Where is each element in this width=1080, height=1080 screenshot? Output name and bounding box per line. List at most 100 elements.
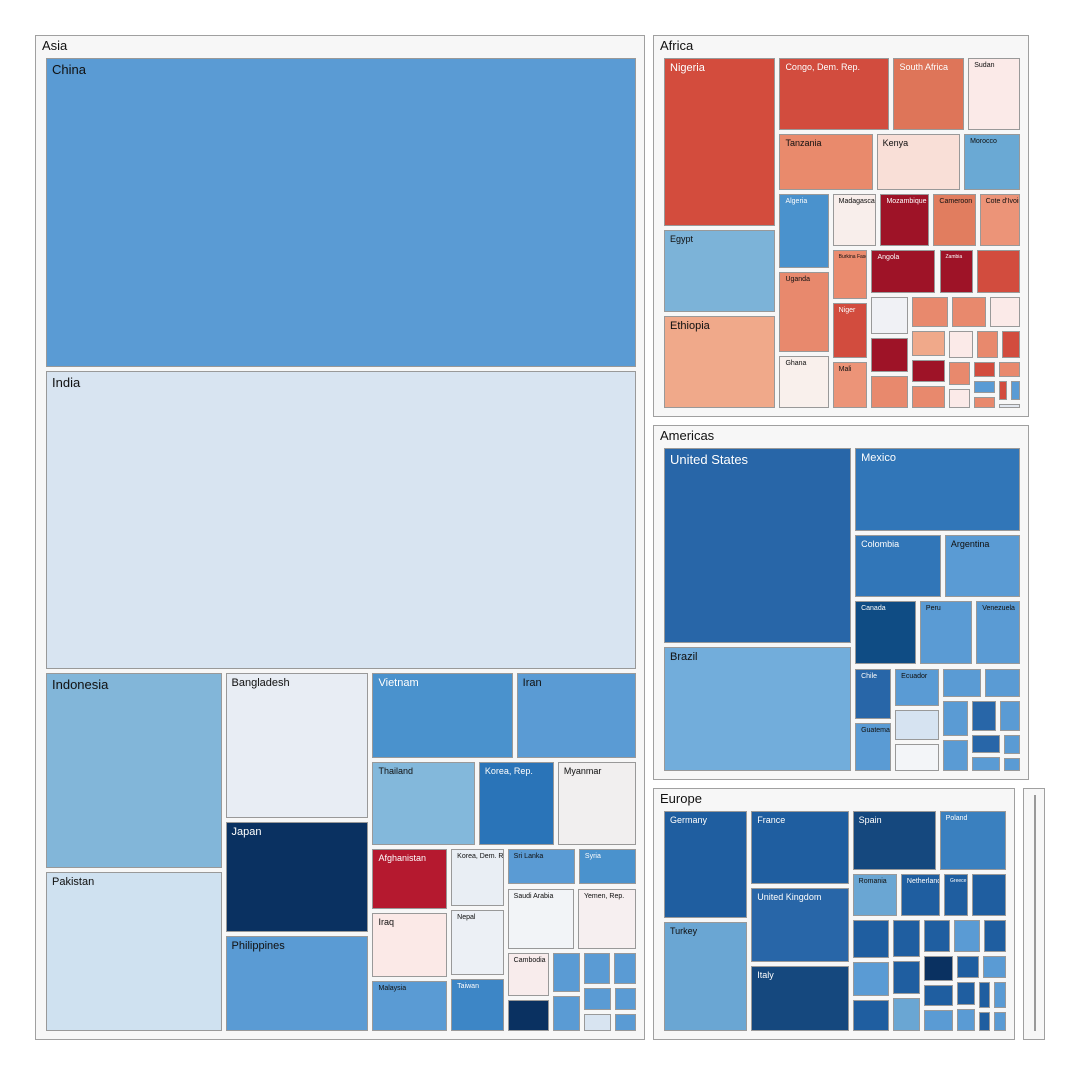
treemap-leaf: Ethiopia xyxy=(664,316,775,408)
treemap-chart: AsiaChinaIndiaIndonesiaPakistanBanglades… xyxy=(0,0,1080,1080)
leaf-label: United Kingdom xyxy=(757,892,821,902)
treemap-leaf xyxy=(974,381,995,392)
leaf-label: Malaysia xyxy=(378,985,406,992)
treemap-leaf: Sri Lanka xyxy=(508,849,575,884)
leaf-label: Algeria xyxy=(785,198,807,205)
treemap-leaf xyxy=(957,982,975,1004)
treemap-leaf: Ecuador xyxy=(895,669,939,706)
leaf-label: Ecuador xyxy=(901,673,927,680)
treemap-leaf xyxy=(584,953,610,984)
treemap-leaf xyxy=(957,956,980,978)
leaf-label: Brazil xyxy=(670,651,698,663)
leaf-label: Uganda xyxy=(785,276,810,283)
treemap-leaf: Saudi Arabia xyxy=(508,889,574,949)
leaf-label: Bangladesh xyxy=(232,677,290,689)
treemap-leaf xyxy=(974,397,995,408)
treemap-leaf: Afghanistan xyxy=(372,849,447,909)
treemap-leaf: Niger xyxy=(833,303,868,359)
treemap-leaf xyxy=(584,1014,611,1031)
treemap-leaf: South Africa xyxy=(893,58,964,130)
treemap-leaf: Mali xyxy=(833,362,868,408)
treemap-leaf xyxy=(615,988,636,1010)
leaf-label: Myanmar xyxy=(564,766,602,776)
treemap-leaf: United Kingdom xyxy=(751,888,848,961)
treemap-leaf: Vietnam xyxy=(372,673,512,758)
treemap-leaf: Cambodia xyxy=(508,953,549,996)
treemap-leaf: Italy xyxy=(751,966,848,1031)
treemap-leaf xyxy=(943,669,981,698)
leaf-label: Zambia xyxy=(946,254,963,260)
treemap-leaf: Philippines xyxy=(226,936,369,1031)
treemap-leaf xyxy=(853,1000,889,1031)
treemap-leaf xyxy=(972,874,1006,916)
treemap-leaf: Algeria xyxy=(779,194,828,268)
treemap-leaf: Brazil xyxy=(664,647,851,771)
leaf-label: Mexico xyxy=(861,452,896,464)
treemap-leaf xyxy=(994,1012,1006,1031)
treemap-leaf: Zambia xyxy=(940,250,973,293)
treemap-leaf xyxy=(1034,795,1036,1031)
treemap-leaf: Sudan xyxy=(968,58,1020,130)
leaf-label: Poland xyxy=(946,815,968,822)
treemap-leaf xyxy=(924,985,953,1006)
treemap-leaf xyxy=(994,982,1006,1008)
treemap-region: AmericasUnited StatesBrazilMexicoColombi… xyxy=(653,425,1029,780)
leaf-label: Korea, Dem. Rep. xyxy=(457,853,504,860)
treemap-leaf xyxy=(853,962,889,996)
treemap-leaf xyxy=(912,297,948,327)
treemap-leaf: Pakistan xyxy=(46,872,222,1031)
leaf-label: Cameroon xyxy=(939,198,972,205)
treemap-leaf xyxy=(990,297,1020,327)
treemap-leaf xyxy=(893,920,921,957)
treemap-leaf: Indonesia xyxy=(46,673,222,869)
treemap-leaf: Myanmar xyxy=(558,762,636,845)
leaf-label: Syria xyxy=(585,853,601,860)
leaf-label: Netherlands xyxy=(907,878,940,885)
treemap-leaf: Mexico xyxy=(855,448,1020,531)
leaf-label: Vietnam xyxy=(378,677,418,689)
leaf-label: United States xyxy=(670,452,748,467)
treemap-leaf xyxy=(614,953,636,984)
leaf-label: Taiwan xyxy=(457,983,479,990)
treemap-leaf: Iraq xyxy=(372,913,447,977)
leaf-label: Colombia xyxy=(861,539,899,549)
treemap-leaf: Syria xyxy=(579,849,636,884)
leaf-label: Mali xyxy=(839,366,852,373)
treemap-leaf: Bangladesh xyxy=(226,673,369,818)
treemap-leaf xyxy=(972,757,999,771)
treemap-leaf: Egypt xyxy=(664,230,775,311)
leaf-label: Greece xyxy=(950,878,966,884)
treemap-leaf xyxy=(984,920,1006,951)
leaf-label: Germany xyxy=(670,815,707,825)
treemap-leaf xyxy=(1004,735,1020,754)
treemap-leaf xyxy=(977,250,1020,293)
treemap-leaf xyxy=(974,362,995,377)
treemap-leaf: Taiwan xyxy=(451,979,504,1031)
leaf-label: India xyxy=(52,375,80,390)
leaf-label: Pakistan xyxy=(52,876,94,888)
treemap-leaf xyxy=(893,998,921,1031)
treemap-leaf xyxy=(977,331,998,358)
treemap-leaf: China xyxy=(46,58,636,367)
treemap-leaf xyxy=(912,386,945,408)
treemap-leaf: Venezuela xyxy=(976,601,1020,665)
treemap-leaf xyxy=(553,953,580,992)
treemap-region: EuropeGermanyTurkeyFranceUnited KingdomI… xyxy=(653,788,1015,1040)
treemap-leaf xyxy=(871,376,907,408)
treemap-leaf: Malaysia xyxy=(372,981,447,1031)
treemap-leaf xyxy=(924,920,950,951)
leaf-label: Congo, Dem. Rep. xyxy=(785,62,860,72)
treemap-leaf: Kenya xyxy=(877,134,960,190)
leaf-label: Sri Lanka xyxy=(514,853,544,860)
treemap-region: AsiaChinaIndiaIndonesiaPakistanBanglades… xyxy=(35,35,645,1040)
treemap-leaf xyxy=(615,1014,636,1031)
leaf-label: Burkina Faso xyxy=(839,254,868,260)
leaf-label: Iran xyxy=(523,677,542,689)
treemap-leaf xyxy=(871,338,907,372)
leaf-label: Nigeria xyxy=(670,62,705,74)
treemap-leaf: Nigeria xyxy=(664,58,775,226)
leaf-label: Mozambique xyxy=(886,198,926,205)
leaf-label: Egypt xyxy=(670,234,693,244)
treemap-leaf: Nepal xyxy=(451,910,504,974)
leaf-label: Iraq xyxy=(378,917,394,927)
